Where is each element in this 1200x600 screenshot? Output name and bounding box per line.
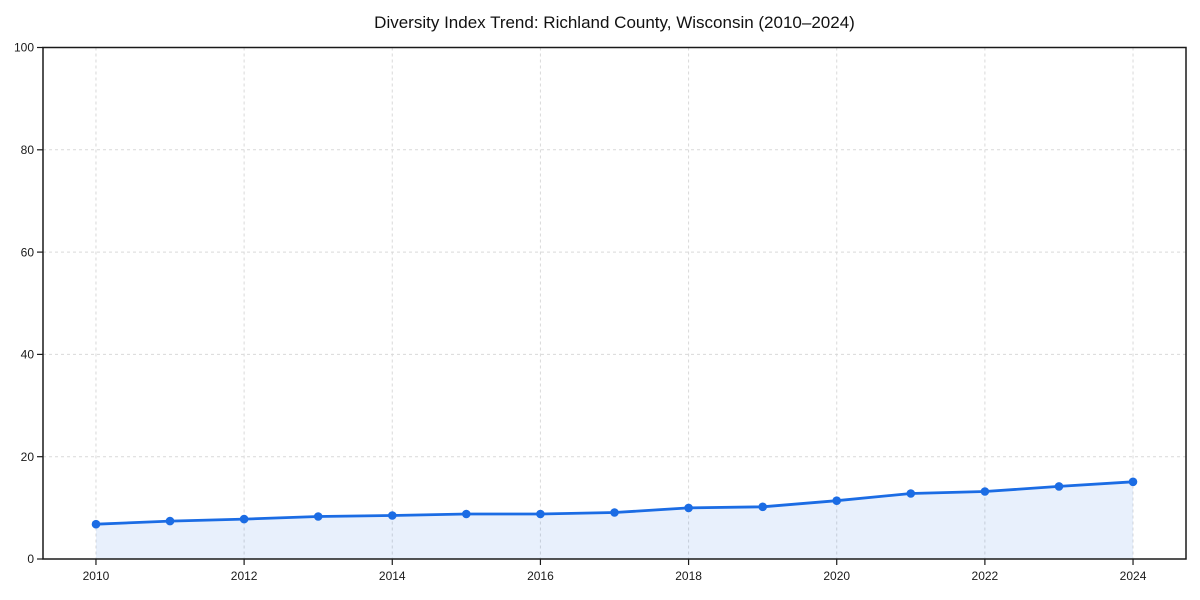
y-tick-label: 20 <box>21 450 35 464</box>
x-tick-label: 2014 <box>379 569 406 583</box>
x-tick-label: 2020 <box>823 569 850 583</box>
data-point-2022 <box>980 487 990 496</box>
data-point-2010 <box>91 519 101 529</box>
x-tick-label: 2016 <box>527 569 554 583</box>
data-point-2023 <box>1054 482 1064 491</box>
data-point-2020 <box>832 496 841 506</box>
chart-title: Diversity Index Trend: Richland County, … <box>374 13 855 32</box>
y-tick-label: 40 <box>21 348 35 362</box>
x-tick-label: 2018 <box>675 569 702 583</box>
y-tick-label: 80 <box>21 143 35 157</box>
data-point-2012 <box>239 514 249 524</box>
x-tick-label: 2024 <box>1120 569 1147 583</box>
data-point-2013 <box>313 512 323 521</box>
y-tick-label: 60 <box>21 245 35 259</box>
data-point-2015 <box>462 509 471 519</box>
data-point-2019 <box>758 502 767 512</box>
y-tick-label: 0 <box>27 552 34 566</box>
data-point-2017 <box>610 508 619 517</box>
data-point-2011 <box>165 516 175 526</box>
area-fill <box>96 481 1133 559</box>
x-tick-label: 2022 <box>972 569 999 583</box>
x-tick-label: 2012 <box>231 569 258 583</box>
data-point-2021 <box>906 489 916 498</box>
plot-border <box>42 46 1187 560</box>
data-point-2024 <box>1128 477 1138 487</box>
data-point-2014 <box>388 511 397 520</box>
x-tick-label: 2010 <box>83 569 110 583</box>
data-point-2016 <box>536 509 545 519</box>
y-tick-label: 100 <box>14 41 34 55</box>
data-point-2018 <box>684 503 693 513</box>
